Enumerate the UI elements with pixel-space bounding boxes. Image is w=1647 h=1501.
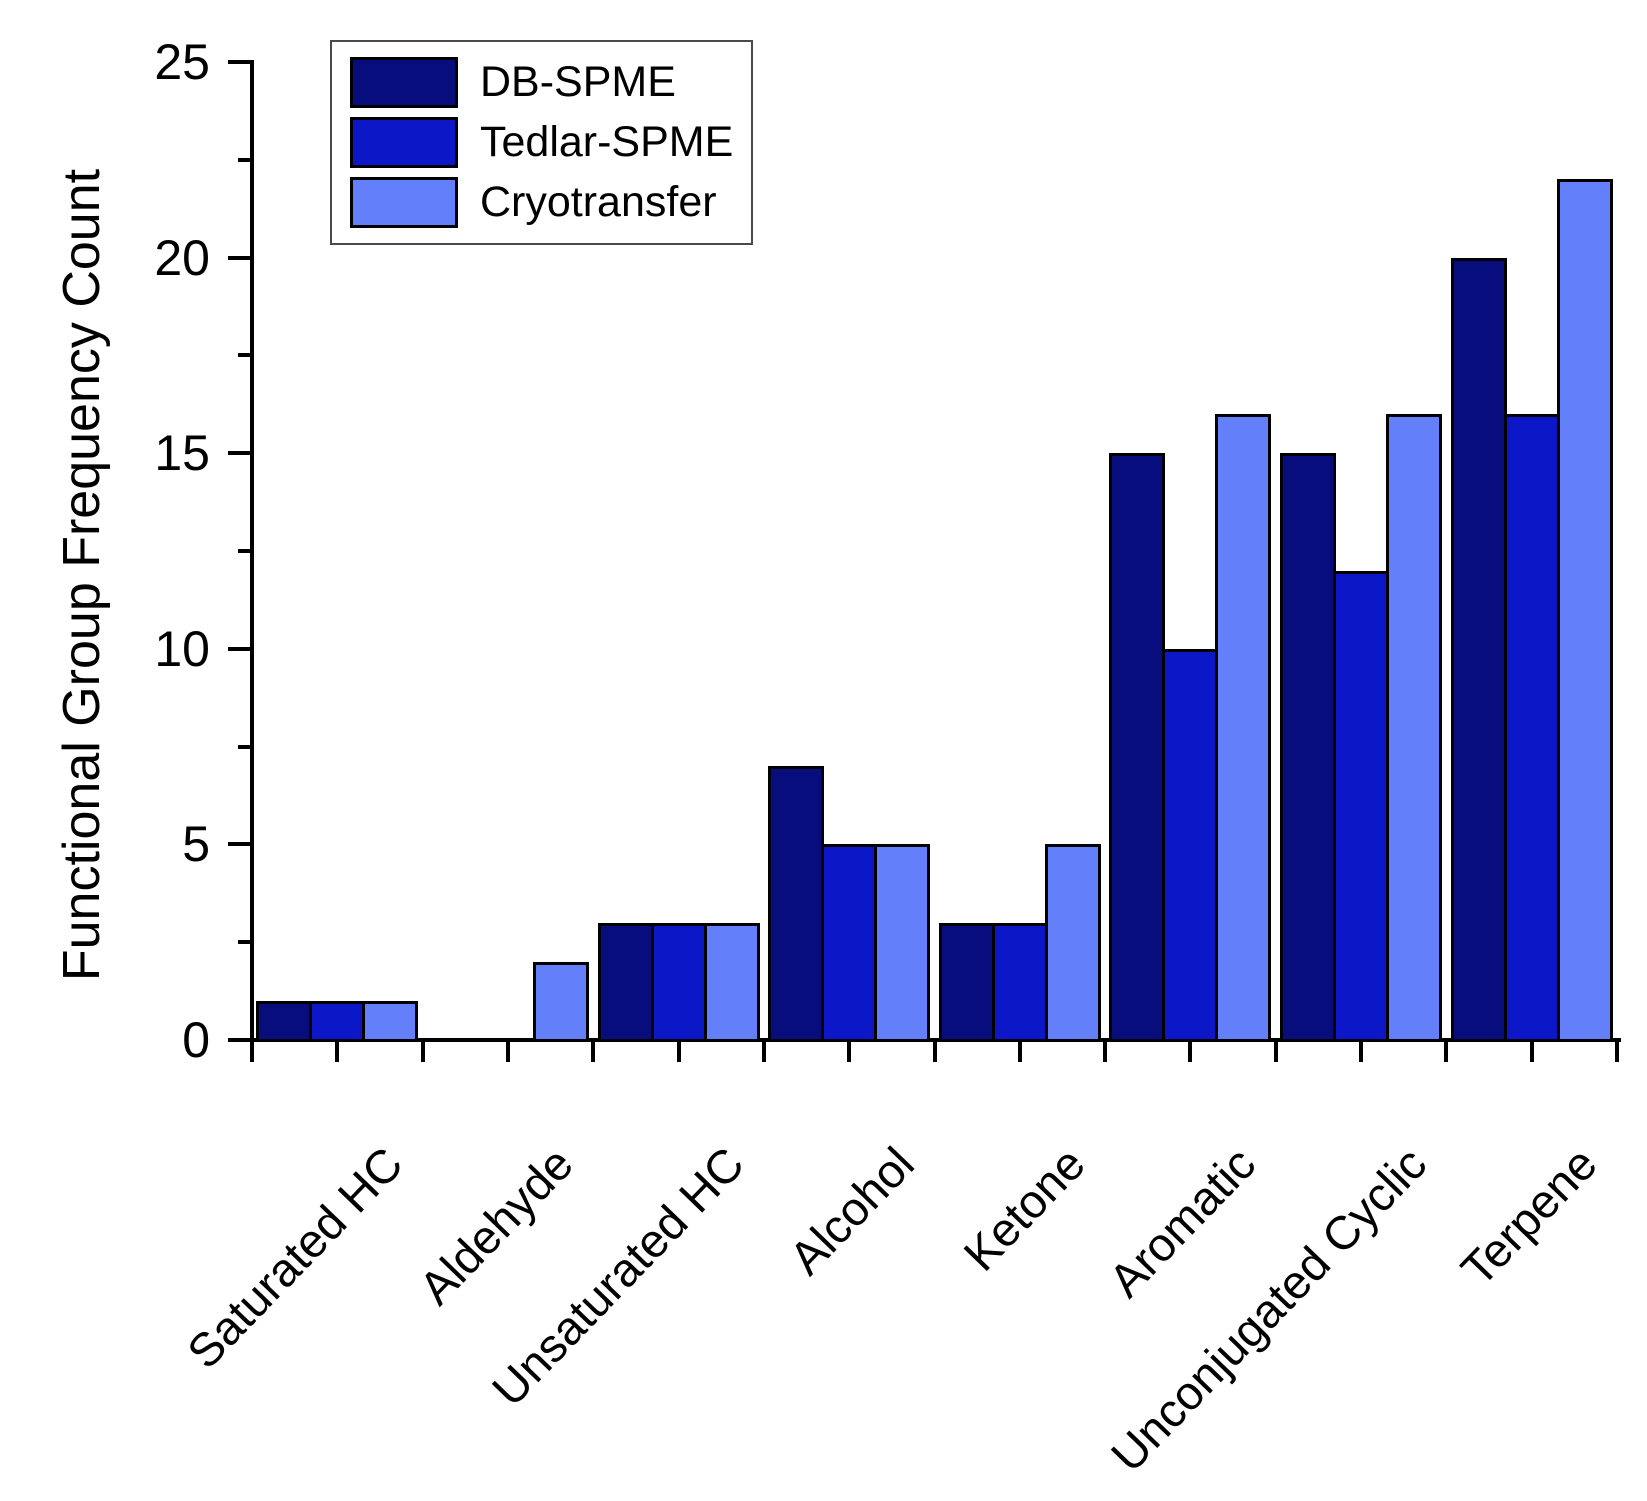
bar-cryotransfer-terpene <box>1556 179 1613 1042</box>
legend-label: Tedlar-SPME <box>480 118 734 166</box>
x-axis-tick <box>1103 1042 1108 1062</box>
bar-tedlar-spme-alcohol <box>821 844 878 1042</box>
y-tick-label: 10 <box>154 620 210 677</box>
y-minor-tick <box>238 940 252 945</box>
bar-cryotransfer-unsaturated-hc <box>703 922 760 1042</box>
x-category-label: Saturated HC <box>176 1136 413 1379</box>
bar-cryotransfer-saturated-hc <box>362 1000 419 1042</box>
bar-db-spme-terpene <box>1450 257 1507 1042</box>
bar-tedlar-spme-aromatic <box>1162 648 1219 1042</box>
y-tick-label: 20 <box>154 229 210 286</box>
y-minor-tick <box>238 549 252 553</box>
legend-swatch-cryotransfer <box>350 177 458 228</box>
bar-tedlar-spme-ketone <box>991 922 1048 1042</box>
bar-db-spme-alcohol <box>768 766 825 1042</box>
legend-row: Cryotransfer <box>350 177 733 228</box>
x-axis-tick <box>1273 1042 1278 1062</box>
x-axis-tick <box>676 1042 681 1062</box>
x-axis-tick <box>1444 1042 1449 1062</box>
x-category-label: Unconjugated Cyclic <box>1100 1136 1436 1482</box>
x-axis-tick <box>1529 1042 1534 1062</box>
x-axis-tick <box>1615 1042 1619 1062</box>
x-axis-tick <box>591 1042 596 1062</box>
bar-tedlar-spme-unconjugated-cyclic <box>1333 570 1390 1042</box>
x-axis-tick <box>932 1042 937 1062</box>
y-tick-label: 15 <box>154 425 210 482</box>
legend-row: DB-SPME <box>350 57 733 108</box>
bar-cryotransfer-ketone <box>1044 844 1101 1042</box>
legend-label: DB-SPME <box>480 58 676 106</box>
y-minor-tick <box>238 353 252 358</box>
x-axis-tick <box>1359 1042 1364 1062</box>
x-axis-tick <box>761 1042 766 1062</box>
bar-db-spme-unsaturated-hc <box>597 922 654 1042</box>
bar-tedlar-spme-terpene <box>1503 414 1560 1042</box>
x-axis-tick <box>847 1042 852 1062</box>
bar-cryotransfer-unconjugated-cyclic <box>1386 414 1443 1042</box>
x-axis-tick <box>335 1042 340 1062</box>
x-axis-line <box>250 1038 1621 1042</box>
bar-cryotransfer-aromatic <box>1215 414 1272 1042</box>
x-axis-tick <box>250 1042 254 1062</box>
bar-db-spme-ketone <box>938 922 995 1042</box>
x-axis-tick <box>1188 1042 1193 1062</box>
legend: DB-SPME Tedlar-SPME Cryotransfer <box>330 40 754 245</box>
y-major-tick <box>228 646 252 651</box>
x-category-label: Terpene <box>1450 1136 1607 1296</box>
bar-db-spme-saturated-hc <box>256 1000 313 1042</box>
y-major-tick <box>228 60 252 64</box>
bar-tedlar-spme-saturated-hc <box>309 1000 366 1042</box>
x-category-label: Aldehyde <box>408 1136 583 1315</box>
y-tick-label: 5 <box>182 816 210 873</box>
legend-rows: DB-SPME Tedlar-SPME Cryotransfer <box>350 57 733 228</box>
y-minor-tick <box>238 157 252 162</box>
x-axis-tick <box>505 1042 510 1062</box>
x-category-label: Alcohol <box>778 1136 925 1285</box>
legend-row: Tedlar-SPME <box>350 117 733 168</box>
y-tick-label: 25 <box>154 34 210 90</box>
y-major-tick <box>228 451 252 456</box>
y-major-tick <box>228 255 252 260</box>
y-major-tick <box>228 1038 252 1042</box>
x-axis-tick <box>1017 1042 1022 1062</box>
y-tick-label: 0 <box>182 1012 210 1068</box>
y-axis-line <box>250 60 254 1044</box>
x-axis-tick <box>420 1042 425 1062</box>
bar-db-spme-unconjugated-cyclic <box>1280 453 1337 1042</box>
bar-tedlar-spme-unsaturated-hc <box>650 922 707 1042</box>
bar-cryotransfer-aldehyde <box>532 961 589 1042</box>
legend-swatch-db-spme <box>350 57 458 108</box>
x-category-label: Ketone <box>953 1136 1095 1281</box>
bar-db-spme-aromatic <box>1109 453 1166 1042</box>
legend-label: Cryotransfer <box>480 178 717 226</box>
bar-cryotransfer-alcohol <box>874 844 931 1042</box>
x-category-label: Aromatic <box>1098 1136 1266 1307</box>
y-major-tick <box>228 842 252 847</box>
legend-swatch-tedlar-spme <box>350 117 458 168</box>
y-minor-tick <box>238 744 252 749</box>
